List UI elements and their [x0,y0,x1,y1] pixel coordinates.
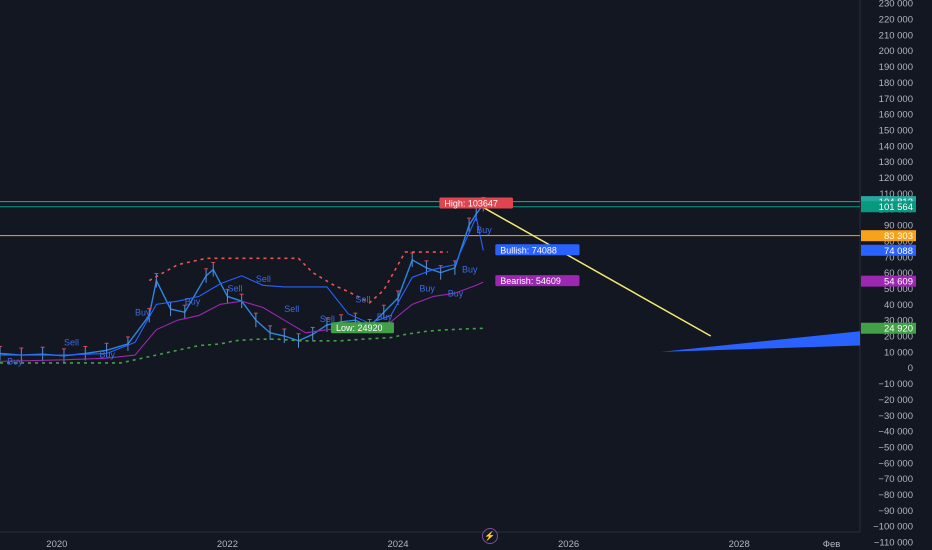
y-tick-label: −100 000 [873,522,913,533]
y-tick-label: 160 000 [879,110,913,121]
tradingview-logo-icon[interactable]: ⚡ [482,528,498,544]
y-tick-label: −60 000 [878,458,913,469]
y-tick-label: 150 000 [879,125,913,136]
x-tick-label: 2026 [558,539,579,550]
y-tick-label: 10 000 [884,347,913,358]
signal-label: Buy [135,307,151,317]
x-tick-label: 2020 [46,539,67,550]
y-tick-label: 90 000 [884,221,913,232]
signal-label: Sell [64,338,79,348]
x-tick-label: Фев [823,539,841,550]
signal-label: Buy [7,357,23,367]
y-tick-label: −70 000 [878,474,913,485]
y-tick-label: 50 000 [884,284,913,295]
price-tag-label: 74 088 [884,246,913,257]
projection-wedge [660,331,860,352]
y-tick-label: 40 000 [884,300,913,311]
projection-line [475,202,712,337]
signal-label: Sell [256,274,271,284]
y-tick-label: 210 000 [879,30,913,41]
price-tag-label: 24 920 [884,324,913,335]
x-tick-label: 2028 [729,539,750,550]
y-tick-label: 60 000 [884,268,913,279]
x-axis: 2020 2022 2024 2026 2028 Фев [46,539,840,550]
signal-label: Buy [377,312,393,322]
annotation-label-box [439,197,513,209]
y-tick-label: 110 000 [879,189,913,200]
annotation-label: Low: 24920 [336,323,383,333]
signal-label: Sell [320,314,335,324]
price-tag-label: 101 564 [879,202,913,213]
signal-label: Buy [419,284,435,294]
y-tick-label: 170 000 [879,94,913,105]
y-tick-label: 220 000 [879,15,913,26]
plot-area: Buy Sell Buy Buy Buy Sell Sell Sell Sell Sell Buy B… [0,196,860,367]
y-axis: 230 000 220 000 210 000 200 000 190 000 180 0… [873,0,913,549]
y-tick-label: 120 000 [879,173,913,184]
dashed-level-series [148,251,448,304]
y-tick-label: −110 000 [874,538,913,549]
signal-label: Buy [448,288,464,298]
trend-line-series [0,281,484,362]
y-tick-label: 30 000 [884,316,913,327]
y-tick-label: −50 000 [878,442,913,453]
annotation-label-box [330,322,394,334]
x-tick-label: 2024 [387,539,408,550]
y-tick-label: −90 000 [878,506,913,517]
y-tick-label: −80 000 [878,490,913,501]
price-tag-label: 83 303 [884,231,913,242]
y-tick-label: 140 000 [879,141,913,152]
signal-label: Sell [355,295,370,305]
annotation-label: Bullish: 74088 [500,245,557,255]
y-tick-label: 0 [908,363,913,374]
y-tick-label: −30 000 [878,411,913,422]
y-tick-label: 80 000 [884,236,913,247]
y-tick-label: 180 000 [879,78,913,89]
annotation-label: High: 103647 [444,198,498,208]
x-tick-label: 2022 [217,539,238,550]
annotation-label: Bearish: 54609 [500,276,561,286]
trend-line-series [0,215,484,356]
y-tick-label: 70 000 [884,252,913,263]
y-tick-label: −10 000 [878,379,913,390]
y-tick-label: 20 000 [884,332,913,343]
y-tick-label: 230 000 [879,0,913,10]
signal-label: Buy [476,225,492,235]
price-tag-box [861,201,916,213]
dashed-level-series [0,327,484,364]
y-tick-label: −40 000 [878,427,913,438]
signal-label: Sell [227,284,242,294]
price-tag-box [861,244,916,256]
annotation-label-box [495,244,580,256]
signal-label: Buy [462,265,478,275]
annotation-label-box [495,275,580,287]
signal-label: Sell [284,304,299,314]
price-tag-label: 54 609 [884,277,913,288]
signal-label: Buy [185,296,201,306]
y-tick-label: 200 000 [879,46,913,57]
price-tag-box [861,275,916,287]
y-tick-label: −20 000 [878,395,913,406]
y-tick-label: 130 000 [879,157,913,168]
price-tag-box [861,322,916,334]
price-tag-box [861,230,916,242]
y-tick-label: 190 000 [879,62,913,73]
signal-label: Buy [100,349,116,359]
